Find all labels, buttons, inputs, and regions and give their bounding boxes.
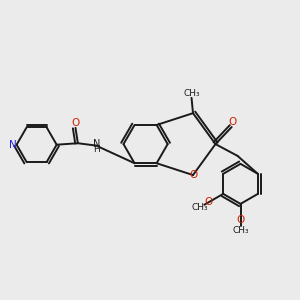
Text: H: H [93,145,100,154]
Text: O: O [205,197,213,207]
Text: O: O [190,170,198,180]
Text: CH₃: CH₃ [232,226,249,235]
Text: O: O [228,117,236,127]
Text: N: N [9,140,17,150]
Text: O: O [71,118,80,128]
Text: CH₃: CH₃ [192,202,208,211]
Text: N: N [93,139,100,148]
Text: O: O [236,215,244,225]
Text: CH₃: CH₃ [183,89,200,98]
